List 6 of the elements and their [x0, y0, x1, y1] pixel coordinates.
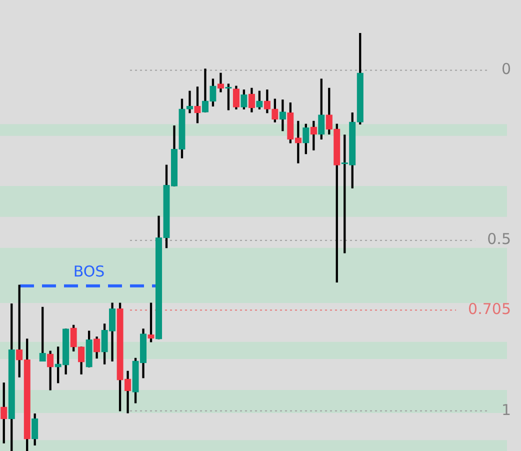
text: 1 — [501, 400, 511, 419]
text: 0.5 — [487, 230, 511, 248]
text: 0 — [501, 60, 511, 78]
ref-line-label: BOS — [73, 262, 105, 280]
text: 0.705 — [468, 300, 511, 318]
candlestick — [186, 90, 194, 114]
